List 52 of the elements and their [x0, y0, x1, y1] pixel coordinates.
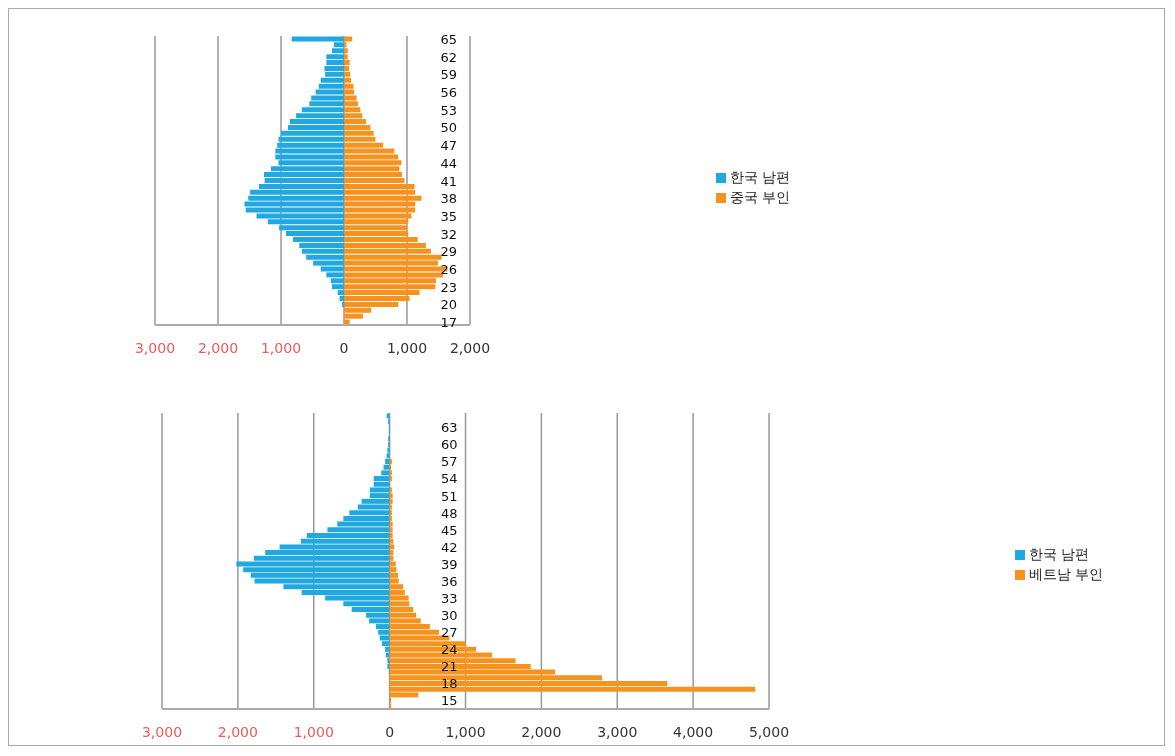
x-tick-label: 2,000	[521, 724, 562, 740]
x-tick-label: 2,000	[449, 340, 491, 356]
y-tick-label: 39	[441, 556, 458, 572]
y-tick-label: 35	[440, 208, 457, 224]
y-tick-label: 41	[440, 173, 457, 189]
y-tick-label: 53	[440, 102, 457, 118]
x-tick-label: 0	[339, 340, 349, 356]
y-tick-label: 50	[440, 120, 457, 136]
y-tick-label: 24	[441, 642, 458, 658]
x-tick-label: 3,000	[597, 724, 638, 740]
y-tick-label: 36	[441, 573, 458, 589]
y-tick-label: 33	[441, 591, 458, 606]
legend-label: 한국 남편	[730, 169, 791, 185]
x-tick-label: 4,000	[673, 724, 714, 740]
y-tick-label: 17	[440, 315, 457, 331]
x-tick-label: 1,000	[445, 724, 486, 740]
x-tick-label: 1,000	[386, 340, 428, 356]
y-tick-label: 62	[440, 49, 457, 65]
y-tick-label: 60	[441, 437, 458, 453]
y-tick-label: 48	[441, 505, 458, 521]
y-tick-label: 54	[441, 471, 458, 487]
y-tick-label: 57	[441, 454, 458, 470]
x-tick-label: 0	[385, 724, 395, 740]
y-tick-label: 45	[441, 522, 458, 538]
legend-label: 베트남 부인	[1029, 566, 1104, 582]
y-tick-label: 56	[440, 85, 457, 101]
y-tick-label: 20	[440, 297, 457, 313]
y-tick-label: 15	[441, 693, 458, 709]
x-tick-label: 3,000	[134, 340, 176, 356]
legend-label: 중국 부인	[730, 189, 791, 205]
y-tick-label: 51	[441, 488, 458, 504]
legend-label: 한국 남편	[1029, 546, 1090, 562]
y-tick-label: 21	[441, 659, 458, 675]
x-tick-label: 2,000	[197, 340, 239, 356]
y-tick-label: 47	[440, 138, 457, 154]
x-tick-label: 3,000	[141, 724, 183, 740]
y-tick-label: 30	[441, 608, 458, 624]
x-tick-label: 1,000	[260, 340, 302, 356]
x-tick-label: 1,000	[293, 724, 334, 740]
y-tick-label: 65	[440, 31, 457, 47]
y-tick-label: 44	[440, 155, 457, 171]
y-tick-label: 27	[441, 625, 458, 641]
y-tick-label: 29	[440, 244, 457, 260]
y-tick-label: 23	[440, 279, 457, 295]
x-tick-label: 2,000	[217, 724, 258, 740]
x-tick-label: 5,000	[748, 724, 790, 740]
y-tick-label: 59	[440, 67, 457, 83]
y-tick-label: 63	[441, 420, 458, 436]
y-tick-label: 38	[440, 191, 457, 207]
y-tick-label: 32	[440, 226, 457, 242]
y-tick-label: 26	[440, 261, 457, 277]
y-tick-label: 42	[441, 539, 458, 555]
